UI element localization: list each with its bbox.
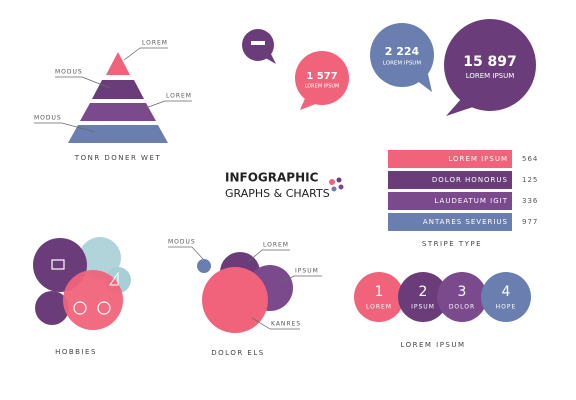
caption: TONR DONER WET	[74, 154, 161, 162]
step-number: 2	[419, 284, 428, 300]
stripes: LOREM IPSUM 564 DOLOR HONORUS 125 LAUDEATUM …	[388, 150, 538, 248]
step-label: LOREM	[366, 304, 392, 311]
stripe-label: ANTARES SEVERIUS	[423, 218, 508, 226]
bubbles: 1 577 LOREM IPSUM 2 224 LOREM IPSUM 15 8…	[242, 19, 536, 116]
pyramid-label: MODUS	[34, 115, 62, 122]
circle-label: IPSUM	[295, 268, 319, 275]
bubble	[295, 51, 349, 105]
stripe-label: LAUDEATUM IGIT	[434, 197, 508, 205]
pyramid-label: MODUS	[55, 69, 83, 76]
pyramid-label: LOREM	[142, 40, 168, 47]
steps: LOREM IPSUM 1 LOREM 2 IPSUM 3 DOLOR 4 HOPE	[354, 272, 531, 349]
step-number: 4	[502, 284, 511, 300]
step-label: HOPE	[496, 304, 517, 311]
bubble-number: 15 897	[463, 54, 517, 70]
pyramid: LOREM MODUS LOREM MODUS TONR DONER WET	[34, 40, 192, 162]
stripe-value: 336	[522, 197, 538, 205]
step-number: 3	[458, 284, 467, 300]
bubble-text: LOREM IPSUM	[383, 61, 421, 67]
pyramid-layer	[68, 125, 168, 143]
hobbies: HOBBIES	[33, 237, 131, 356]
stripe-value: 125	[522, 176, 538, 184]
bubble-text: LOREM IPSUM	[466, 72, 515, 80]
bubble-number: 1 577	[306, 71, 337, 82]
pyramid-layer	[92, 80, 144, 99]
stripe-label: LOREM IPSUM	[448, 155, 508, 163]
caption: DOLOR ELS	[211, 349, 264, 357]
bubble	[444, 19, 536, 111]
circle-label: KANRES	[271, 321, 301, 328]
circle-label: MODUS	[168, 239, 196, 246]
circles: MODUS LOREM IPSUM KANRES DOLOR ELS	[168, 239, 322, 357]
step-circle	[354, 272, 404, 322]
stripe-label: DOLOR HONORUS	[432, 176, 508, 184]
title: INFOGRAPHIC	[225, 171, 319, 185]
bubble-number: 2 224	[385, 45, 420, 58]
subtitle: GRAPHS & CHARTS	[225, 187, 330, 200]
bubble	[370, 23, 434, 87]
caption: STRIPE TYPE	[422, 240, 482, 248]
step-circle	[437, 272, 487, 322]
step-circle	[481, 272, 531, 322]
pyramid-label: LOREM	[166, 93, 192, 100]
pyramid-layer	[80, 103, 156, 121]
step-number: 1	[375, 284, 384, 300]
step-circle	[398, 272, 448, 322]
bubble-text: LOREM IPSUM	[305, 84, 340, 90]
step-label: IPSUM	[411, 304, 435, 311]
stripe-value: 977	[522, 218, 538, 226]
stripe-value: 564	[522, 155, 538, 163]
circle-label: LOREM	[263, 242, 289, 249]
caption: HOBBIES	[55, 348, 97, 356]
pyramid-layer	[106, 52, 130, 75]
caption: LOREM IPSUM	[400, 341, 465, 349]
step-label: DOLOR	[449, 304, 475, 311]
